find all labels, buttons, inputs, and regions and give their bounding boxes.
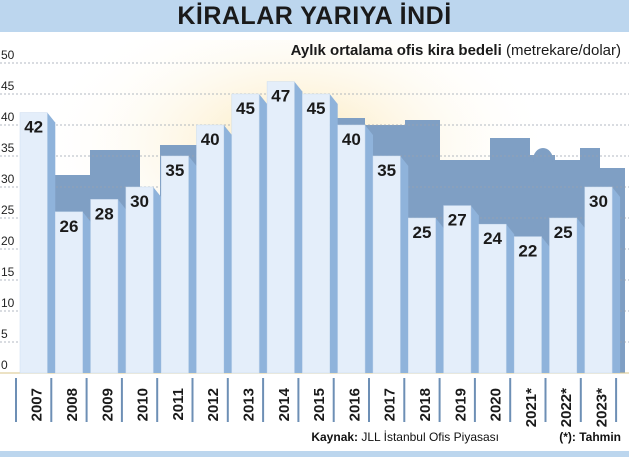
bar-side (612, 187, 621, 373)
x-tick-label: 2008 (64, 388, 81, 421)
data-label: 25 (554, 223, 573, 242)
title-bar: KİRALAR YARIYA İNDİ (0, 0, 629, 32)
y-tick-label: 40 (1, 110, 15, 124)
data-label: 27 (448, 211, 467, 230)
bar-side (259, 94, 268, 373)
y-tick-label: 20 (1, 234, 15, 248)
x-tick-label: 2020 (488, 388, 505, 421)
bar (125, 186, 154, 374)
data-label: 26 (59, 217, 78, 236)
bar (266, 81, 295, 374)
data-label: 30 (589, 192, 608, 211)
data-label: 28 (95, 204, 114, 223)
x-tick-label: 2012 (205, 388, 222, 421)
bar-side (329, 94, 338, 373)
bar-side (435, 218, 444, 373)
data-label: 40 (201, 130, 220, 149)
x-tick-label: 2021* (523, 388, 540, 427)
data-label: 45 (307, 99, 326, 118)
data-label: 35 (377, 161, 396, 180)
data-label: 35 (165, 161, 184, 180)
bar-side (400, 156, 409, 373)
bar-side (470, 205, 479, 373)
bar (160, 155, 189, 374)
source-text: JLL İstanbul Ofis Piyasası (361, 430, 499, 444)
x-tick-label: 2014 (276, 387, 293, 421)
y-tick-label: 50 (1, 48, 15, 62)
data-label: 24 (483, 229, 502, 248)
y-tick-label: 25 (1, 203, 15, 217)
bar-side (506, 224, 515, 373)
x-tick-label: 2010 (135, 388, 152, 421)
bar-side (117, 199, 126, 373)
bar (337, 124, 366, 374)
bottom-bar (0, 451, 629, 457)
y-tick-label: 5 (1, 327, 8, 341)
subtitle-main: Aylık ortalama ofis kira bedeli (290, 42, 502, 59)
bar-side (365, 125, 373, 373)
bar (19, 112, 48, 374)
data-label: 22 (518, 242, 537, 261)
data-label: 47 (271, 87, 290, 106)
footer: Kaynak: JLL İstanbul Ofis Piyasası (*): … (0, 430, 629, 446)
data-label: 30 (130, 192, 149, 211)
x-tick-label: 2019 (452, 388, 469, 421)
bar (513, 236, 542, 374)
bar-side (82, 211, 91, 373)
x-tick-label: 2017 (382, 388, 399, 421)
bar (372, 155, 401, 374)
chart-title: KİRALAR YARIYA İNDİ (177, 2, 452, 30)
y-tick-label: 35 (1, 141, 15, 155)
x-tick-label: 2015 (311, 388, 328, 421)
bar-side (223, 125, 232, 373)
bar (443, 205, 472, 374)
bar (584, 186, 613, 374)
x-tick-label: 2016 (346, 388, 363, 421)
source-label: Kaynak: (311, 430, 359, 444)
bar-side (294, 81, 303, 373)
bar-side (576, 218, 585, 373)
bar (549, 217, 578, 374)
y-tick-label: 0 (1, 358, 8, 372)
bar-side (188, 156, 197, 373)
data-label: 45 (236, 99, 255, 118)
bar-side (47, 112, 56, 373)
y-tick-label: 15 (1, 265, 15, 279)
x-tick-label: 2009 (99, 388, 116, 421)
bar (302, 93, 330, 374)
bar (408, 217, 436, 374)
subtitle-unit: (metrekare/dolar) (505, 42, 621, 59)
skyline-dome (533, 148, 553, 172)
bar-side (153, 187, 162, 373)
bar (478, 223, 507, 374)
x-tick-label: 2011 (170, 388, 187, 421)
y-tick-label: 45 (1, 79, 15, 93)
x-tick-label: 2013 (240, 388, 257, 421)
x-tick-label: 2018 (417, 388, 434, 421)
x-tick-label: 2022* (558, 388, 575, 427)
chart-subtitle: Aylık ortalama ofis kira bedeli (metreka… (291, 42, 621, 59)
y-tick-label: 10 (1, 296, 15, 310)
data-label: 25 (412, 223, 431, 242)
source: Kaynak: JLL İstanbul Ofis Piyasası (311, 430, 499, 444)
bar-side (541, 236, 550, 373)
bar (55, 211, 83, 374)
data-label: 40 (342, 130, 361, 149)
y-tick-label: 30 (1, 172, 15, 186)
bar (196, 124, 225, 374)
x-tick-label: 2007 (29, 388, 46, 421)
bar (90, 199, 119, 374)
bar-chart: 0 5 10 15 20 25 30 35 40 45 50 42 2007 26 2008 28 2009 30… (0, 40, 629, 427)
footnote: (*): Tahmin (559, 430, 621, 444)
bar (231, 93, 260, 374)
x-tick-label: 2023* (593, 388, 610, 427)
data-label: 42 (24, 118, 43, 137)
